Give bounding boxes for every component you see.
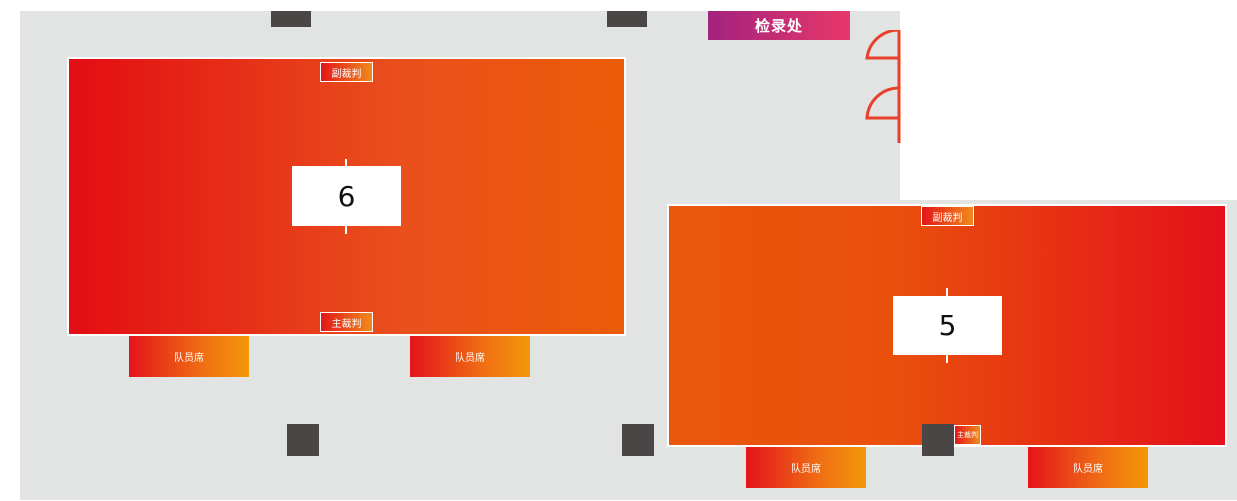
court-6-bench-right: 队员席 — [410, 336, 530, 377]
court-5-number: 5 — [893, 296, 1002, 355]
court-5-main-referee: 主裁判 — [954, 425, 981, 445]
court-5-bench-right: 队员席 — [1028, 447, 1148, 488]
court-6-assistant-referee: 副裁判 — [320, 62, 373, 82]
pillar-bottom-middle — [622, 424, 654, 456]
court-5-net-mark-top — [946, 288, 948, 298]
court-6-net-mark-top — [345, 159, 347, 169]
court-6-net-mark-bottom — [345, 224, 347, 234]
court-5-bench-left: 队员席 — [746, 447, 866, 488]
entrance-door-icon — [865, 30, 901, 143]
pillar-top-right — [607, 11, 647, 27]
court-5-assistant-referee: 副裁判 — [921, 206, 974, 226]
court-5-net-mark-bottom — [946, 353, 948, 363]
court-6-number: 6 — [292, 166, 401, 226]
pillar-top-left — [271, 11, 311, 27]
court-6-main-referee: 主裁判 — [320, 312, 373, 332]
pillar-court-5 — [922, 424, 954, 456]
pillar-bottom-left — [287, 424, 319, 456]
court-6-bench-left: 队员席 — [129, 336, 249, 377]
checkin-desk: 检录处 — [708, 11, 850, 40]
